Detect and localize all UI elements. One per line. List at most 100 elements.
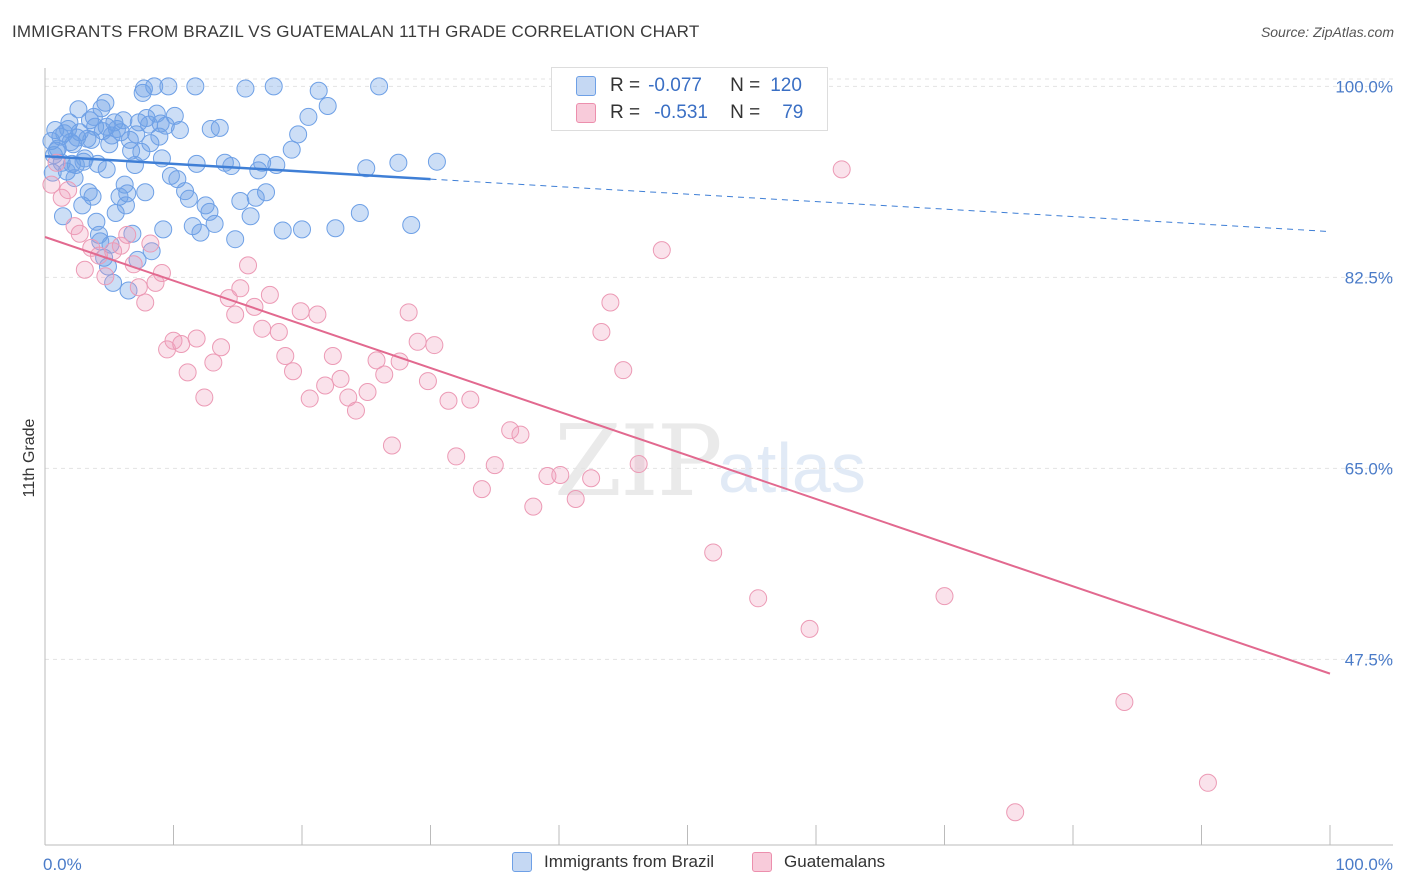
point-guatemalans: [59, 181, 78, 200]
point-brazil: [402, 216, 421, 234]
point-brazil: [127, 125, 146, 144]
n-label: N =: [730, 75, 761, 96]
legend-item-guatemalans[interactable]: Guatemalans: [752, 852, 885, 872]
point-guatemalans: [367, 351, 386, 370]
point-brazil: [200, 202, 219, 221]
point-guatemalans: [239, 256, 258, 275]
r-label: R =: [610, 75, 641, 96]
r-value-brazil: -0.077: [648, 75, 702, 96]
y-tick-label: 82.5%: [1345, 268, 1393, 287]
point-brazil: [165, 106, 184, 125]
point-brazil: [282, 140, 301, 159]
grid-lines: [45, 78, 1393, 660]
point-brazil: [370, 77, 389, 96]
point-brazil: [53, 207, 72, 226]
point-guatemalans: [231, 279, 250, 298]
point-guatemalans: [204, 353, 223, 372]
point-guatemalans: [749, 589, 768, 608]
point-brazil: [123, 224, 142, 243]
point-brazil: [357, 159, 376, 178]
point-brazil: [69, 100, 88, 119]
point-brazil: [159, 77, 178, 96]
point-brazil: [179, 189, 198, 208]
data-points: [42, 77, 1217, 822]
point-guatemalans: [418, 372, 437, 391]
point-brazil: [116, 196, 135, 215]
y-tick-label: 65.0%: [1345, 459, 1393, 478]
point-guatemalans: [70, 224, 89, 243]
n-label: N =: [730, 102, 761, 123]
point-brazil: [210, 118, 229, 137]
point-brazil: [191, 223, 210, 242]
n-value-brazil: 120: [770, 75, 802, 96]
point-brazil: [241, 207, 260, 226]
point-guatemalans: [300, 389, 319, 408]
point-brazil: [150, 127, 169, 146]
point-guatemalans: [269, 322, 288, 341]
point-brazil: [97, 160, 116, 179]
point-guatemalans: [187, 329, 206, 348]
point-brazil: [350, 203, 369, 222]
trend-line-brazil-extension: [430, 178, 1331, 233]
point-guatemalans: [331, 369, 350, 388]
point-brazil: [246, 188, 265, 207]
point-brazil: [309, 81, 328, 100]
point-brazil: [147, 104, 166, 123]
point-brazil: [168, 170, 187, 189]
series-legend: Immigrants from Brazil Guatemalans: [512, 852, 923, 872]
point-brazil: [257, 183, 276, 202]
point-guatemalans: [832, 160, 851, 179]
legend-swatch-guatemalans: [752, 852, 773, 872]
point-guatemalans: [96, 267, 115, 286]
point-guatemalans: [447, 447, 466, 466]
point-brazil: [119, 281, 138, 300]
point-guatemalans: [291, 302, 310, 321]
point-brazil: [231, 191, 250, 210]
point-guatemalans: [316, 376, 335, 395]
point-guatemalans: [219, 289, 238, 308]
legend-swatch-guatemalans: [576, 103, 596, 123]
point-guatemalans: [1198, 773, 1217, 792]
point-brazil: [186, 77, 205, 96]
point-guatemalans: [172, 334, 191, 353]
tick-labels: 47.5% 65.0% 82.5% 100.0% 0.0% 100.0%: [43, 77, 1393, 874]
point-guatemalans: [511, 425, 530, 444]
trend-line-brazil: [44, 154, 431, 181]
point-guatemalans: [524, 497, 543, 516]
point-brazil: [205, 214, 224, 233]
point-guatemalans: [501, 421, 520, 440]
point-guatemalans: [42, 175, 61, 194]
point-guatemalans: [245, 297, 264, 316]
point-brazil: [289, 125, 308, 144]
legend-row-guatemalans: R = -0.531 N = 79: [576, 101, 803, 125]
point-guatemalans: [566, 489, 585, 508]
point-guatemalans: [178, 363, 197, 382]
point-brazil: [114, 111, 133, 130]
point-guatemalans: [226, 305, 245, 324]
point-brazil: [226, 230, 245, 249]
point-guatemalans: [141, 234, 160, 253]
point-guatemalans: [111, 236, 130, 255]
point-brazil: [170, 121, 189, 140]
point-guatemalans: [704, 543, 723, 562]
legend-swatch-brazil: [512, 852, 532, 872]
legend-label-brazil: Immigrants from Brazil: [544, 852, 715, 871]
point-guatemalans: [253, 319, 272, 338]
point-brazil: [141, 134, 160, 153]
point-brazil: [293, 220, 311, 239]
point-brazil: [111, 123, 130, 142]
legend-label-guatemalans: Guatemalans: [784, 852, 886, 871]
point-guatemalans: [629, 455, 648, 474]
legend-item-brazil[interactable]: Immigrants from Brazil: [512, 852, 714, 872]
point-brazil: [183, 217, 202, 236]
legend-row-brazil: R = -0.077 N = 120: [576, 74, 802, 98]
point-brazil: [142, 242, 161, 261]
point-guatemalans: [308, 305, 327, 324]
watermark-zip: ZIP: [554, 405, 723, 519]
point-guatemalans: [382, 436, 401, 455]
point-guatemalans: [551, 465, 570, 484]
point-brazil: [96, 93, 115, 112]
point-guatemalans: [358, 383, 377, 402]
point-guatemalans: [592, 322, 611, 341]
